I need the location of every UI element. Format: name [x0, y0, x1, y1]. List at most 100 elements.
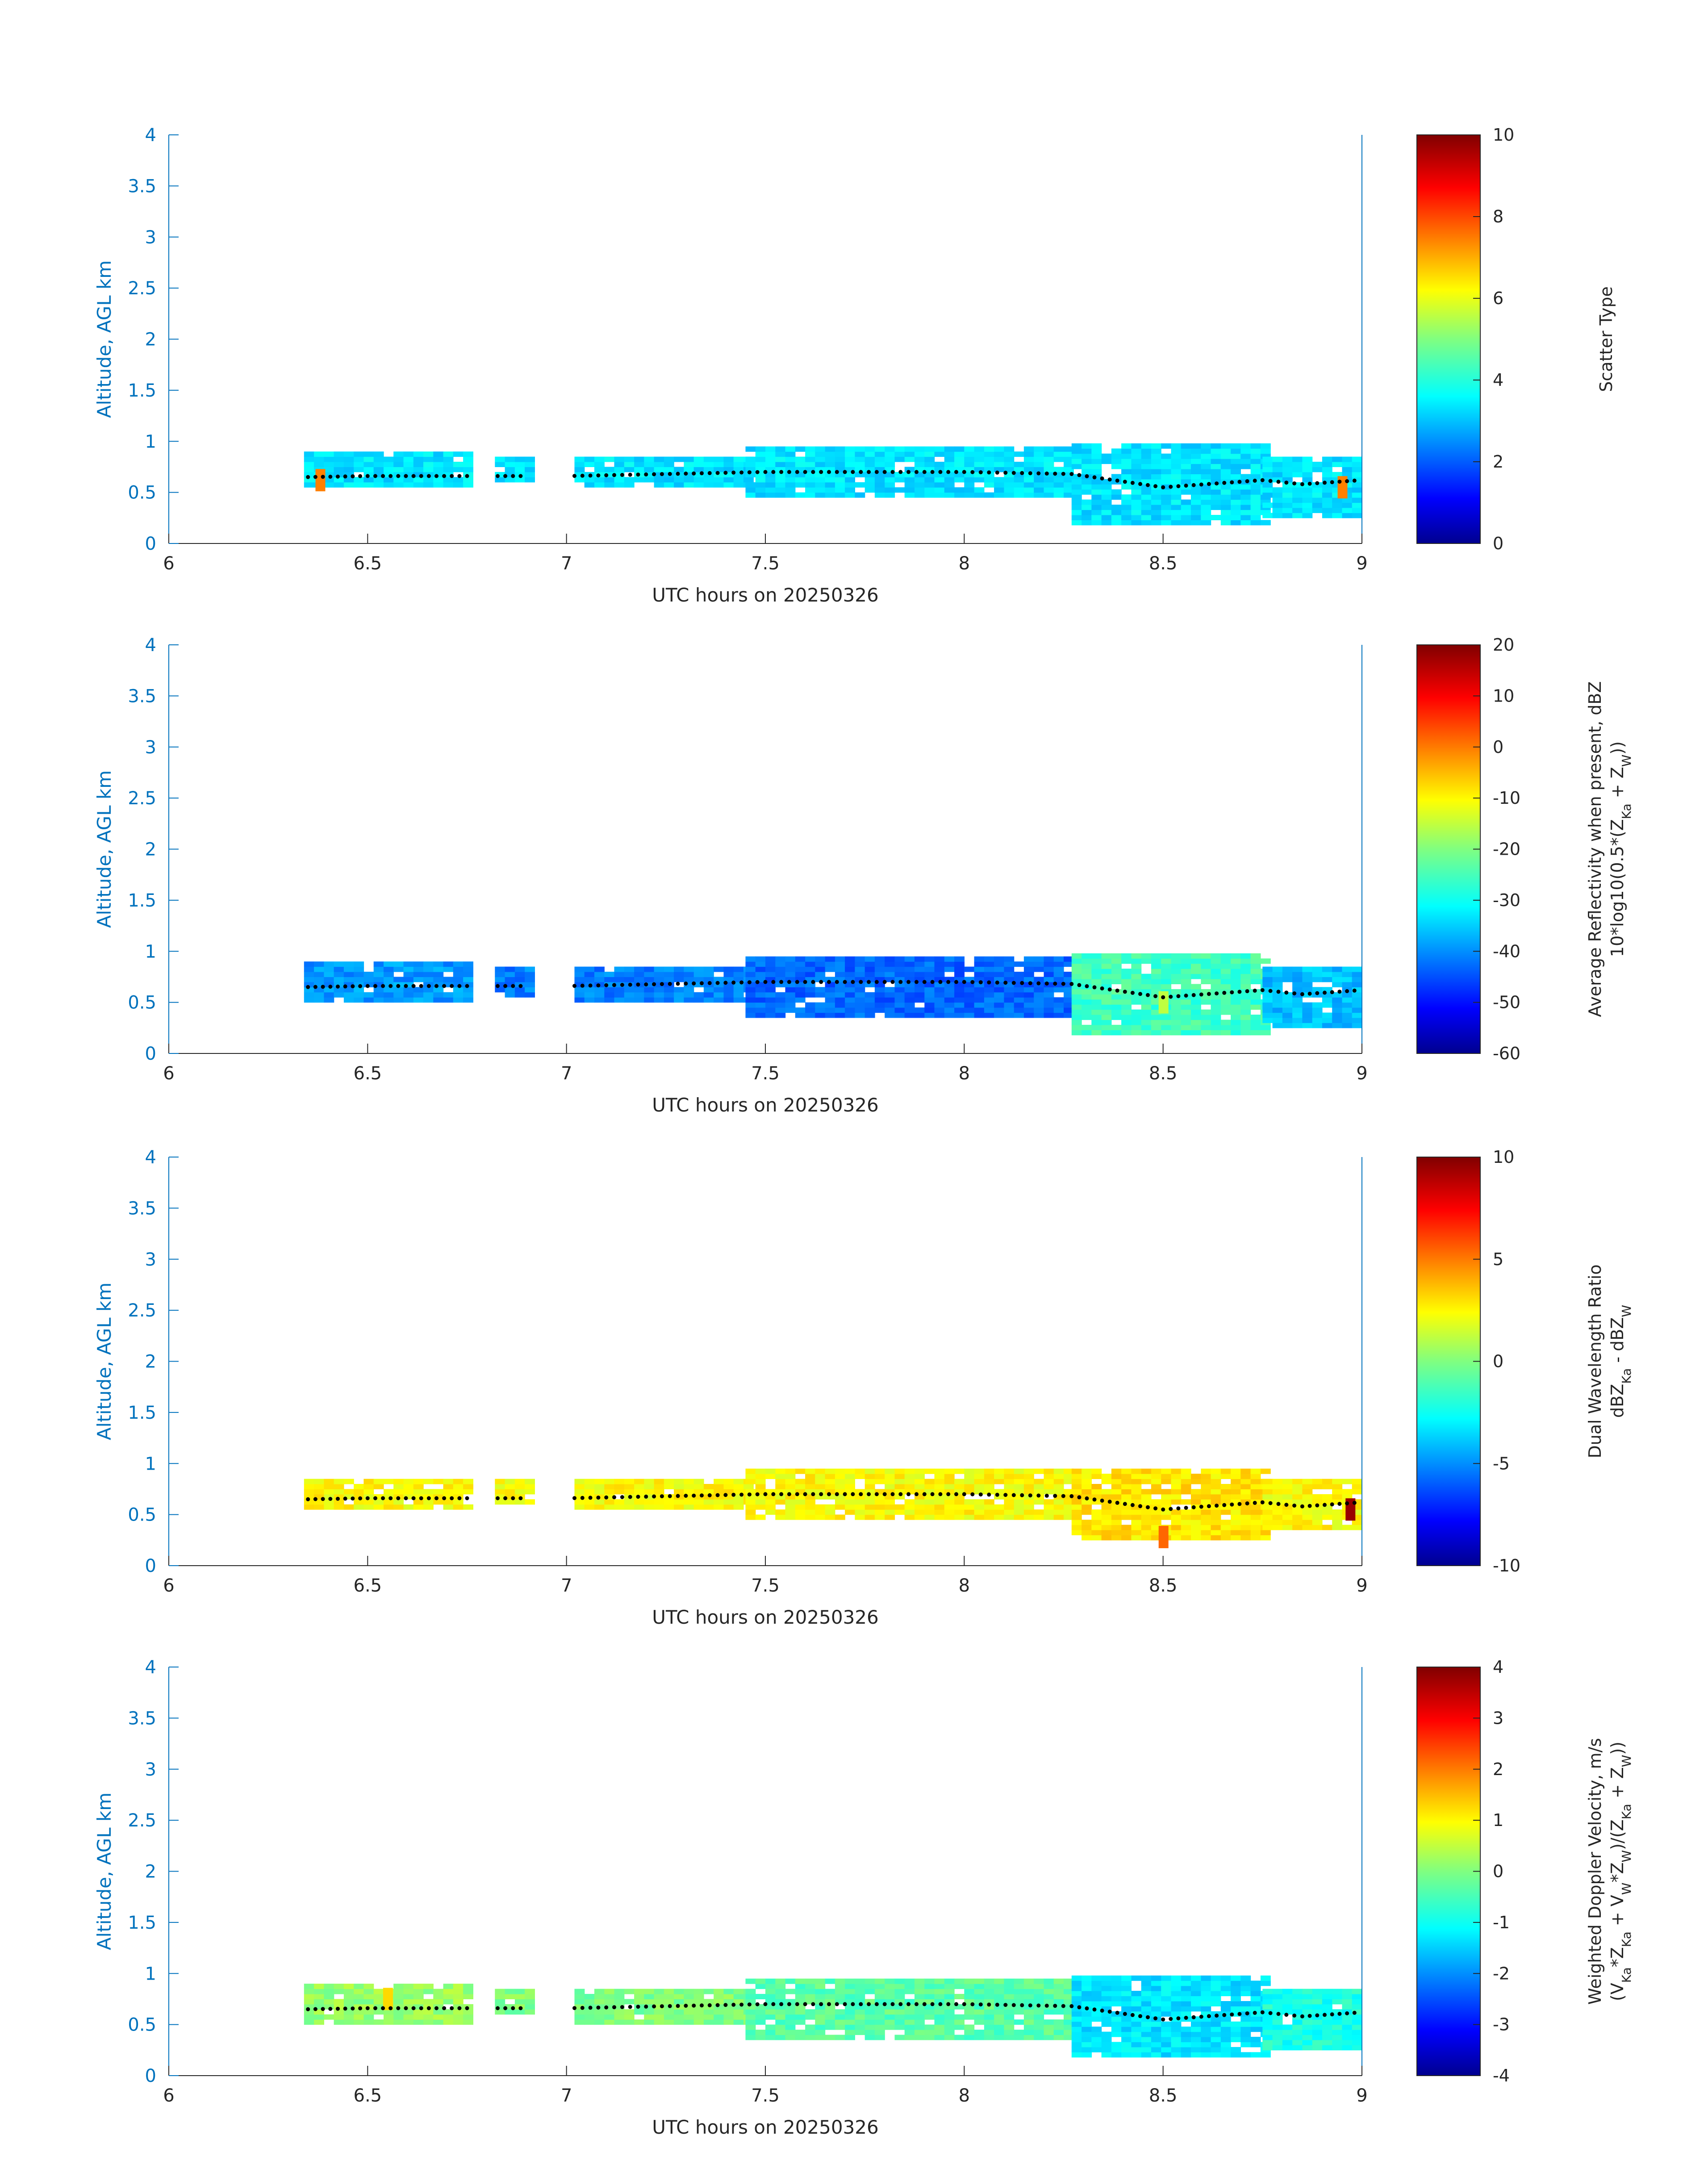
heatmap-cell — [984, 1489, 994, 1495]
cloud-base-point — [1207, 2014, 1211, 2018]
heatmap-cell — [835, 1468, 845, 1474]
heatmap-cell — [1064, 1509, 1074, 1515]
heatmap-cell — [423, 972, 434, 977]
heatmap-cell — [1262, 1999, 1273, 2005]
heatmap-cell — [894, 987, 905, 993]
heatmap-cell — [1071, 1024, 1082, 1030]
x-tick-label: 6 — [163, 553, 174, 574]
y-tick-label: 3 — [145, 227, 156, 248]
heatmap-cell — [1014, 1499, 1024, 1505]
cloud-base-point — [692, 1493, 696, 1498]
heatmap-cell — [1231, 510, 1241, 515]
heatmap-cell — [825, 956, 835, 962]
heatmap-cell — [954, 492, 965, 498]
heatmap-cell — [805, 1484, 815, 1489]
heatmap-cell — [693, 2009, 704, 2015]
heatmap-cell — [1141, 953, 1152, 959]
heatmap-cell — [714, 997, 724, 1003]
heatmap-cell — [934, 477, 945, 483]
heatmap-cell — [1053, 1479, 1064, 1484]
cloud-base-point — [995, 980, 999, 985]
y-tick-label: 0.5 — [128, 1505, 156, 1525]
heatmap-cell — [994, 2030, 1004, 2035]
heatmap-cell — [924, 1509, 935, 1515]
heatmap-cell — [984, 2009, 994, 2015]
heatmap-cell — [1282, 1994, 1293, 1999]
heatmap-cell — [944, 1484, 955, 1489]
cloud-base-point — [1123, 2012, 1127, 2016]
heatmap-cell — [413, 1499, 424, 1505]
heatmap-cell — [1023, 1002, 1034, 1008]
heatmap-cell — [1240, 1030, 1251, 1036]
heatmap-cell — [1322, 1012, 1332, 1018]
heatmap-cell — [835, 972, 845, 977]
cloud-base-point — [518, 1496, 523, 1500]
heatmap-cell — [684, 997, 694, 1003]
heatmap-cell — [944, 2014, 955, 2020]
heatmap-cell — [894, 1494, 905, 1500]
heatmap-cell — [815, 1484, 826, 1489]
heatmap-cell — [1091, 1509, 1102, 1515]
heatmap-cell — [1161, 1514, 1172, 1520]
cloud-base-point — [787, 470, 791, 474]
heatmap-cell — [453, 1484, 464, 1489]
heatmap-cell — [755, 997, 766, 1003]
heatmap-cell — [393, 1984, 404, 1989]
heatmap-cell — [1250, 2052, 1261, 2058]
heatmap-cell — [1141, 1514, 1152, 1520]
heatmap-cell — [363, 1499, 374, 1505]
cloud-base-point — [434, 1496, 438, 1500]
heatmap-cell — [594, 977, 605, 982]
heatmap-cell — [984, 997, 994, 1003]
heatmap-cell — [334, 992, 344, 998]
heatmap-cell — [904, 492, 915, 498]
heatmap-cell — [1292, 2030, 1303, 2035]
heatmap-cell — [433, 477, 444, 483]
heatmap-cell — [845, 1989, 855, 1994]
heatmap-cell — [1004, 956, 1015, 962]
heatmap-cell — [924, 2030, 935, 2035]
heatmap-cell — [1044, 1007, 1054, 1013]
heatmap-cell — [644, 467, 655, 472]
heatmap-cell — [1201, 1015, 1211, 1020]
heatmap-cell — [1312, 1007, 1323, 1013]
cloud-base-point — [1003, 471, 1008, 475]
heatmap-cell — [745, 956, 756, 962]
heatmap-cell — [1302, 1012, 1313, 1018]
heatmap-cell — [1004, 446, 1015, 452]
heatmap-cell — [723, 482, 734, 488]
heatmap-cell — [1111, 1514, 1122, 1520]
heatmap-cell — [1171, 969, 1182, 974]
heatmap-cell — [514, 992, 525, 998]
heatmap-cell — [934, 1978, 945, 1984]
heatmap-cell — [1004, 1479, 1015, 1484]
heatmap-cell — [1004, 1012, 1015, 1018]
heatmap-cell — [1131, 1509, 1142, 1515]
heatmap-cell — [664, 972, 674, 977]
heatmap-cell — [915, 477, 925, 483]
heatmap-cell — [693, 467, 704, 472]
heatmap-cell — [1282, 1999, 1293, 2005]
heatmap-cell — [915, 1479, 925, 1484]
heatmap-cell — [835, 956, 845, 962]
heatmap-cell — [1181, 1535, 1191, 1541]
heatmap-cell — [403, 2019, 414, 2025]
cloud-base-point — [795, 980, 799, 984]
heatmap-cell — [825, 477, 835, 483]
heatmap-cell — [825, 487, 835, 493]
cloud-base-point — [1053, 1494, 1057, 1498]
heatmap-cell — [775, 992, 786, 998]
heatmap-cell — [614, 1479, 625, 1484]
heatmap-cell — [1151, 448, 1161, 454]
heatmap-cell — [1240, 510, 1251, 515]
cloud-base-point — [365, 1496, 370, 1500]
heatmap-cell — [1131, 2047, 1142, 2052]
heatmap-cell — [1201, 1009, 1211, 1015]
cloud-base-point — [1207, 992, 1211, 996]
heatmap-cell — [924, 1978, 935, 1984]
heatmap-cell — [1082, 1479, 1092, 1484]
heatmap-cell — [363, 977, 374, 982]
heatmap-cell — [1272, 2014, 1283, 2020]
heatmap-cell — [745, 961, 756, 967]
cloud-base-point — [1085, 474, 1089, 478]
